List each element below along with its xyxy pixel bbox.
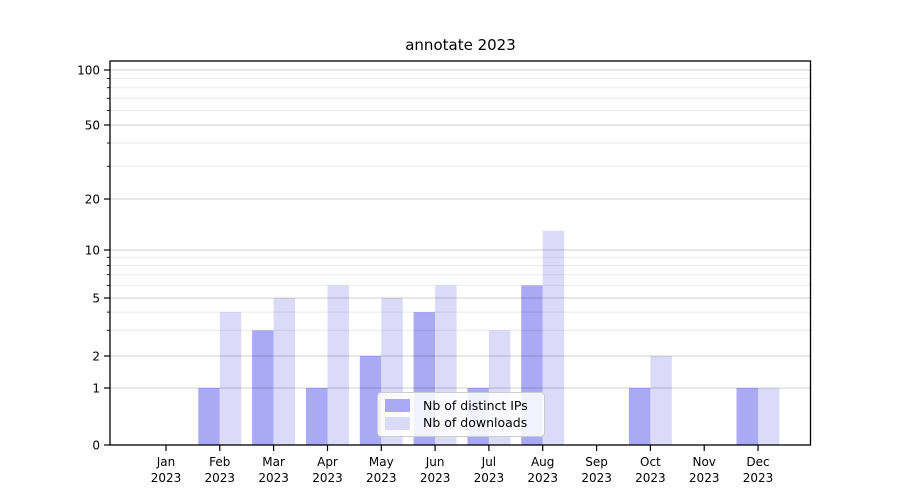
x-tick-label-month-jun: Jun <box>425 455 445 469</box>
legend-label-downloads: Nb of downloads <box>423 414 528 430</box>
x-tick-label-year-oct: 2023 <box>635 471 666 485</box>
x-tick-label-year-nov: 2023 <box>689 471 720 485</box>
legend-swatch-downloads <box>385 416 410 430</box>
x-tick-label-month-feb: Feb <box>209 455 230 469</box>
bar-distinct-ips-apr <box>306 388 328 445</box>
x-tick-label-year-feb: 2023 <box>205 471 236 485</box>
plot-frame <box>109 60 812 446</box>
x-tick-label-year-jun: 2023 <box>420 471 451 485</box>
x-tick-label-year-jul: 2023 <box>474 471 505 485</box>
y-tick-label-50: 50 <box>85 119 100 133</box>
x-tick-label-month-nov: Nov <box>692 455 715 469</box>
bar-distinct-ips-mar <box>252 330 274 445</box>
bar-downloads-apr <box>327 285 349 445</box>
bar-downloads-dec <box>758 388 780 445</box>
bar-distinct-ips-may <box>359 356 382 445</box>
y-tick-label-1: 1 <box>92 382 100 396</box>
x-tick-label-year-jan: 2023 <box>151 471 182 485</box>
x-tick-label-year-dec: 2023 <box>743 471 774 485</box>
x-tick-label-year-aug: 2023 <box>527 471 558 485</box>
y-tick-label-100: 100 <box>77 64 100 78</box>
bar-downloads-mar <box>273 298 296 445</box>
y-tick-label-10: 10 <box>85 244 100 258</box>
x-tick-label-month-aug: Aug <box>531 455 554 469</box>
x-tick-label-month-may: May <box>369 455 394 469</box>
x-tick-label-year-mar: 2023 <box>258 471 289 485</box>
legend-item-downloads: Nb of downloads <box>385 414 537 430</box>
bar-downloads-feb <box>219 312 242 445</box>
x-tick-label-month-dec: Dec <box>746 455 769 469</box>
chart-title: annotate 2023 <box>405 36 516 54</box>
bar-downloads-aug <box>542 230 565 445</box>
y-tick-label-20: 20 <box>85 193 100 207</box>
x-tick-label-month-sep: Sep <box>585 455 608 469</box>
x-tick-label-month-jan: Jan <box>156 455 176 469</box>
x-tick-label-month-oct: Oct <box>640 455 661 469</box>
x-tick-label-month-mar: Mar <box>262 455 285 469</box>
y-tick-label-2: 2 <box>92 350 100 364</box>
bar-downloads-oct <box>650 356 672 445</box>
x-tick-label-year-apr: 2023 <box>312 471 343 485</box>
bar-distinct-ips-dec <box>736 388 758 445</box>
bar-distinct-ips-feb <box>198 388 220 445</box>
y-tick-label-5: 5 <box>92 292 100 306</box>
legend: Nb of distinct IPs Nb of downloads <box>377 392 545 437</box>
legend-item-distinct-ips: Nb of distinct IPs <box>385 397 537 413</box>
x-tick-label-year-may: 2023 <box>366 471 397 485</box>
x-tick-label-year-sep: 2023 <box>581 471 612 485</box>
legend-swatch-distinct-ips <box>385 399 410 413</box>
bar-distinct-ips-oct <box>628 388 651 445</box>
legend-label-distinct-ips: Nb of distinct IPs <box>423 397 528 413</box>
x-tick-label-month-jul: Jul <box>481 455 496 469</box>
y-tick-label-0: 0 <box>92 439 100 453</box>
x-tick-label-month-apr: Apr <box>317 455 338 469</box>
